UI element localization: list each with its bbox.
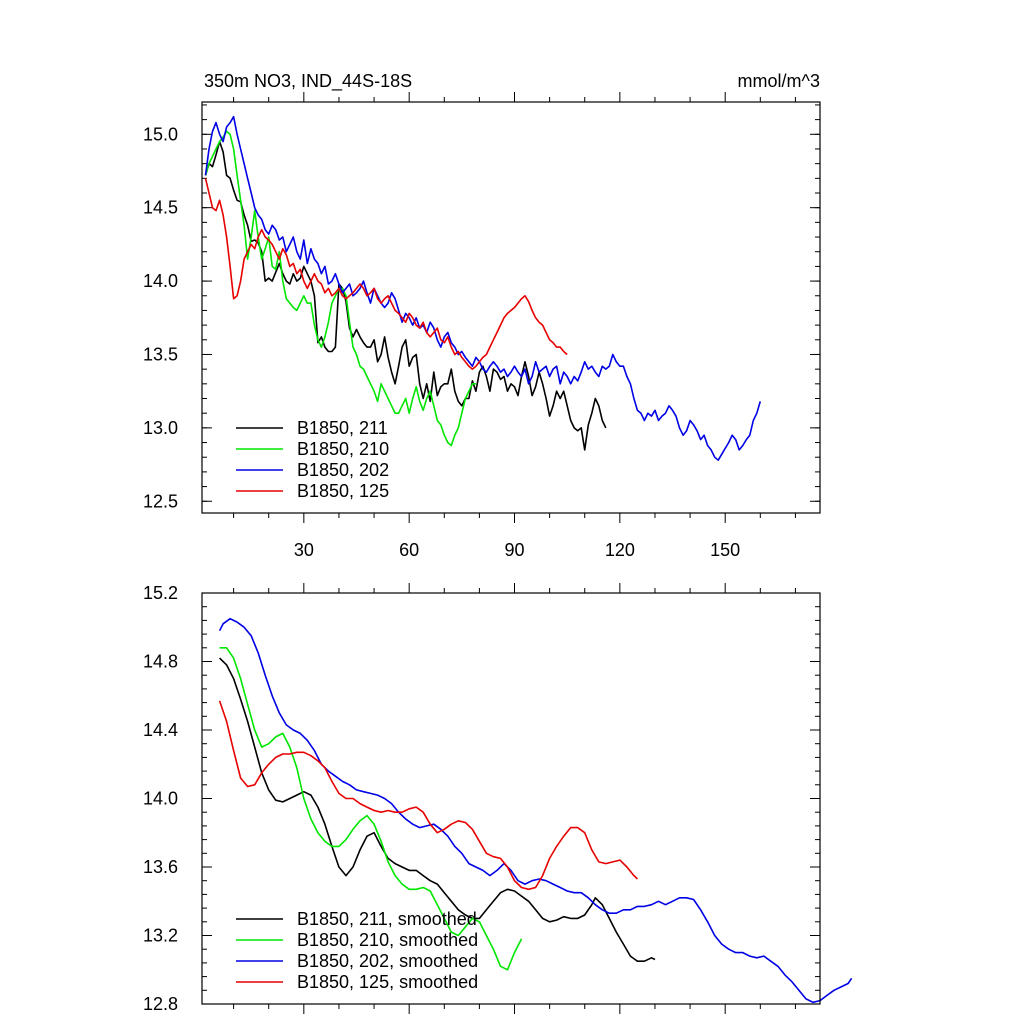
top-x-tick-label: 30 — [294, 540, 314, 560]
bottom-y-tick-label: 15.2 — [143, 583, 178, 603]
bottom-y-tick-label: 13.2 — [143, 926, 178, 946]
top-legend-label-3: B1850, 125 — [297, 481, 389, 501]
bottom-y-tick-label: 14.4 — [143, 720, 178, 740]
bottom-y-tick-label: 14.8 — [143, 652, 178, 672]
top-panel: 350m NO3, IND_44S-18S mmol/m^3 12.513.01… — [143, 71, 821, 560]
top-y-tick-label: 14.5 — [143, 198, 178, 218]
bottom-y-tick-label: 13.6 — [143, 857, 178, 877]
bottom-legend-label-1: B1850, 210, smoothed — [297, 930, 478, 950]
bottom-series-line-3 — [218, 700, 638, 891]
top-x-tick-label: 150 — [710, 540, 740, 560]
bottom-legend-label-3: B1850, 125, smoothed — [297, 972, 478, 992]
top-y-tick-label: 12.5 — [143, 491, 178, 511]
top-series-line-2 — [204, 115, 762, 461]
top-y-tick-label: 14.0 — [143, 271, 178, 291]
bottom-series-line-0 — [219, 657, 656, 962]
top-legend-label-1: B1850, 210 — [297, 439, 389, 459]
top-x-tick-label: 120 — [605, 540, 635, 560]
top-series-line-3 — [204, 178, 568, 370]
bottom-series-line-1 — [219, 647, 523, 971]
bottom-y-tick-label: 12.8 — [143, 994, 178, 1014]
top-legend-label-2: B1850, 202 — [297, 460, 389, 480]
top-chart-units: mmol/m^3 — [738, 71, 820, 91]
bottom-legend-label-2: B1850, 202, smoothed — [297, 951, 478, 971]
bottom-legend-label-0: B1850, 211, smoothed — [297, 909, 477, 929]
top-plot-area: 12.5 13.0 13.5 14.0 14.5 15.0 30 60 90 120 150 — [143, 92, 820, 560]
bottom-plot-area: 12.8 13.2 13.6 14.0 14.4 14.8 15.2 — [143, 583, 853, 1014]
top-plot-frame — [201, 101, 821, 514]
bottom-plot-frame — [201, 592, 821, 1005]
top-y-tick-label: 13.0 — [143, 418, 178, 438]
top-x-tick-label: 60 — [399, 540, 419, 560]
top-x-tick-label: 90 — [504, 540, 524, 560]
top-y-tick-label: 15.0 — [143, 124, 178, 144]
top-series-line-0 — [204, 140, 607, 451]
bottom-panel: 12.8 13.2 13.6 14.0 14.4 14.8 15.2 B1850, 211,… — [143, 583, 853, 1014]
top-legend-label-0: B1850, 211 — [297, 418, 388, 438]
top-y-tick-label: 13.5 — [143, 344, 178, 364]
bottom-y-tick-label: 14.0 — [143, 789, 178, 809]
top-chart-title: 350m NO3, IND_44S-18S — [204, 71, 412, 92]
